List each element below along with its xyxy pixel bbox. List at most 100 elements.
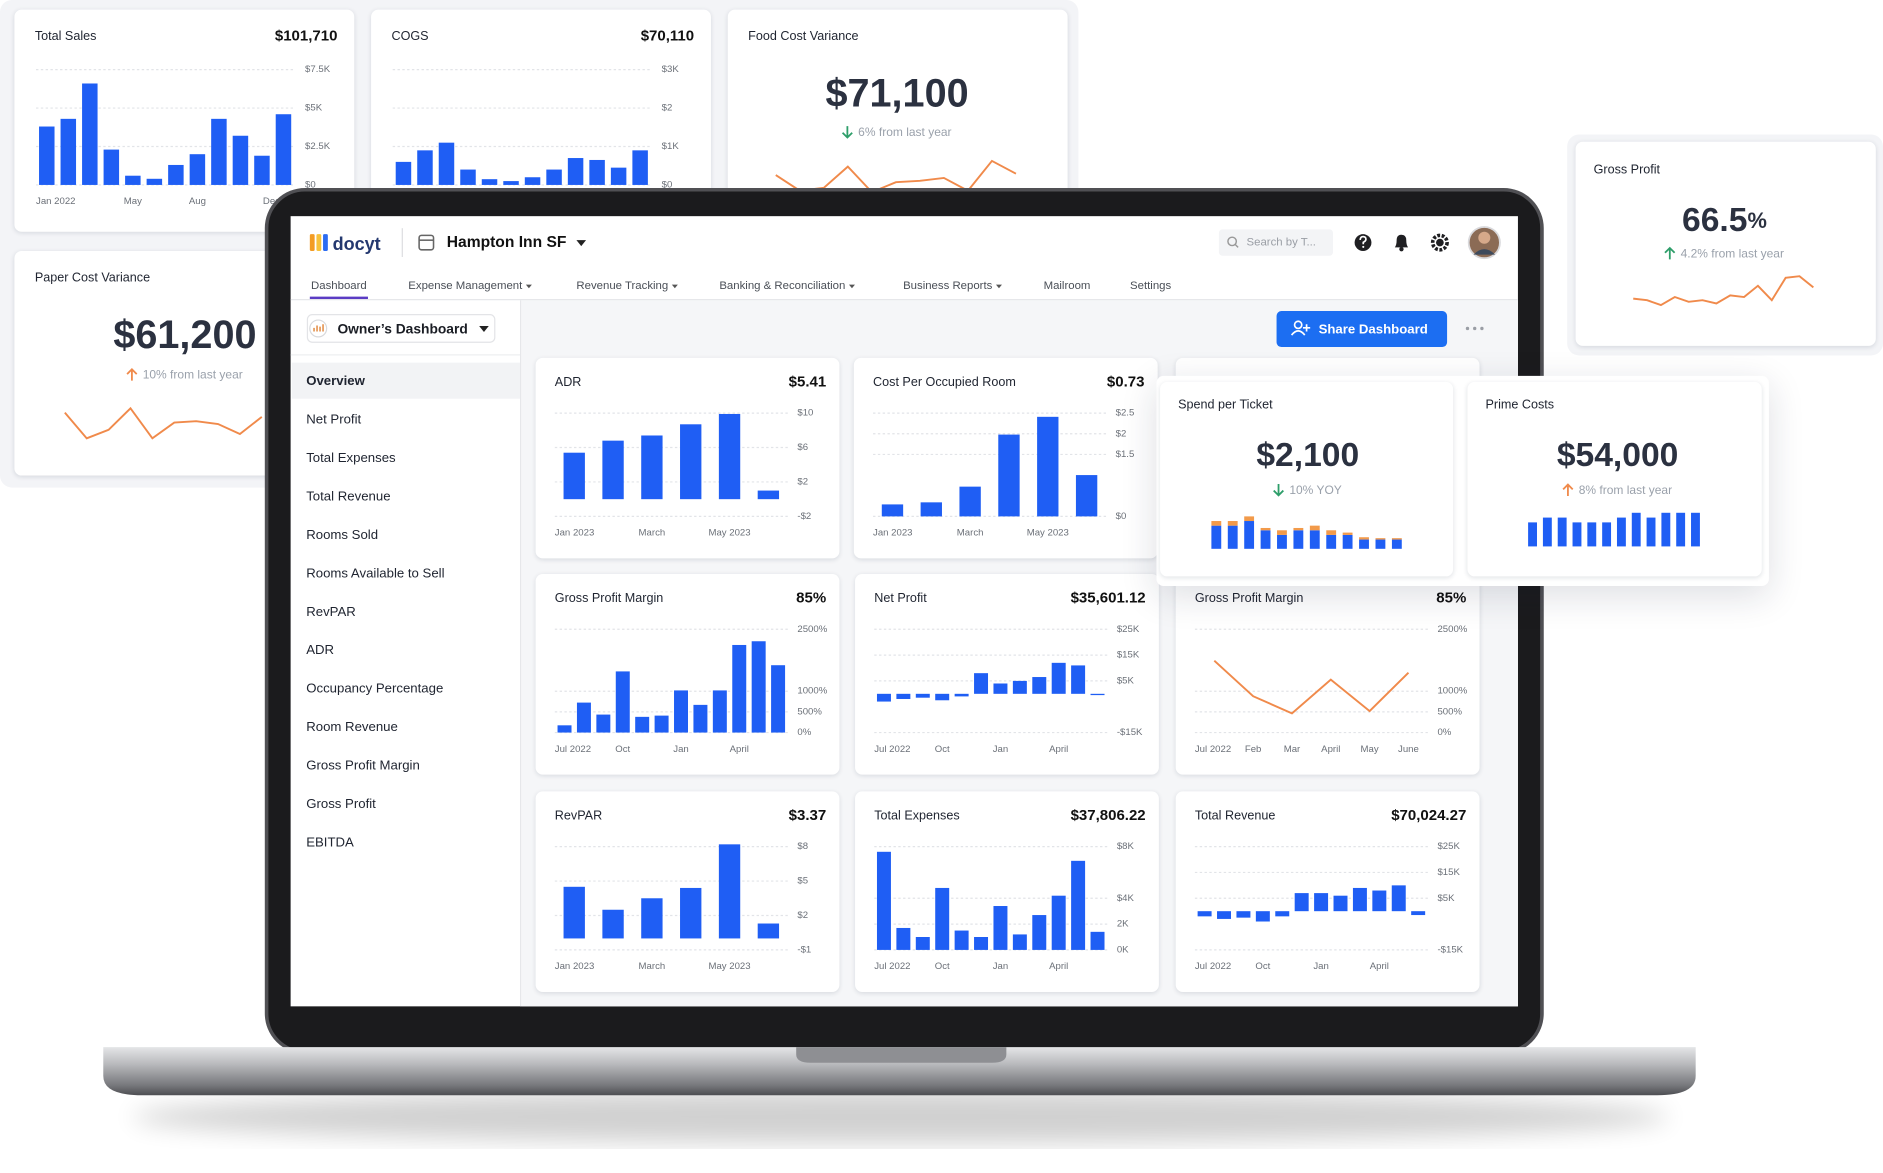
- sidebar-item[interactable]: Room Revenue: [306, 719, 398, 734]
- bar: [1294, 893, 1309, 912]
- x-tick-label: Oct: [1255, 961, 1270, 972]
- bar: [576, 702, 591, 733]
- bar: [674, 690, 688, 733]
- notifications-icon[interactable]: [1394, 234, 1409, 248]
- y-tick-label: $0: [1116, 511, 1127, 522]
- logo-icon: [316, 234, 322, 251]
- more-menu[interactable]: [1465, 326, 1470, 331]
- y-tick-label: $2: [797, 476, 808, 487]
- more-menu[interactable]: [1473, 326, 1477, 331]
- bar-segment: [1375, 539, 1386, 549]
- y-tick-label: $8: [797, 841, 808, 852]
- sidebar-item[interactable]: Rooms Available to Sell: [306, 565, 444, 580]
- bar-segment: [1293, 530, 1304, 549]
- card-title: Total Sales: [35, 29, 97, 43]
- bar: [567, 158, 584, 185]
- sidebar-item[interactable]: EBITDA: [306, 834, 354, 849]
- bar: [757, 490, 780, 500]
- card-value: $70,110: [641, 28, 694, 45]
- x-tick-label: Jul 2022: [1195, 961, 1231, 972]
- bar: [168, 164, 184, 185]
- more-menu[interactable]: [1480, 326, 1484, 331]
- bar: [395, 161, 412, 185]
- bar-segment: [1309, 525, 1320, 531]
- y-tick-label: -$15K: [1117, 727, 1143, 738]
- card-value: $37,806.22: [1071, 807, 1146, 824]
- search-box[interactable]: [1218, 229, 1333, 256]
- change-arrow: [841, 126, 853, 139]
- bar: [1275, 911, 1290, 917]
- bar: [993, 906, 1008, 950]
- bar: [557, 725, 572, 733]
- sidebar-item[interactable]: Overview: [306, 373, 365, 388]
- bar: [1197, 911, 1212, 917]
- y-tick-label: $15K: [1437, 867, 1460, 878]
- sidebar-item[interactable]: Occupancy Percentage: [306, 681, 443, 696]
- help-glyph: [1359, 235, 1367, 245]
- bar: [718, 844, 741, 939]
- kpi-value: $71,100: [825, 72, 968, 116]
- bar-segment: [1260, 527, 1271, 531]
- sidebar-item[interactable]: Gross Profit Margin: [306, 757, 420, 772]
- bar-segment: [1309, 530, 1320, 549]
- nav-tab[interactable]: Settings: [1130, 280, 1171, 292]
- share-button-label[interactable]: Share Dashboard: [1319, 322, 1428, 337]
- nav-tab[interactable]: Banking & Reconciliation: [719, 280, 845, 292]
- sidebar-item[interactable]: Total Revenue: [306, 488, 390, 503]
- nav-tab[interactable]: Mailroom: [1044, 280, 1091, 292]
- y-tick-label: 0%: [797, 727, 811, 738]
- card: Gross Profit Margin 85% 2500% 1000% 500% 0% Ju…: [1175, 574, 1480, 775]
- kpi-value-unit: %: [1747, 207, 1766, 232]
- bar: [1616, 517, 1626, 547]
- property-selector[interactable]: Hampton Inn SF: [447, 234, 567, 251]
- bar: [712, 690, 727, 733]
- card-canvas: Total Sales $101,710 $7.5K $5K $2.5K $0 Jan 20…: [35, 28, 338, 208]
- y-tick-label: $5K: [305, 103, 323, 114]
- bar: [1391, 885, 1406, 912]
- x-tick-label: May 2023: [708, 961, 750, 972]
- y-tick-label: 1000%: [797, 686, 827, 697]
- card-title: Spend per Ticket: [1178, 398, 1273, 412]
- card-title: RevPAR: [555, 808, 602, 822]
- bar: [1676, 512, 1686, 547]
- y-tick-label: $8K: [1117, 841, 1135, 852]
- bar: [1071, 665, 1086, 694]
- y-tick-label: -$1: [797, 944, 811, 955]
- caret: [479, 326, 489, 333]
- bar: [680, 887, 702, 939]
- nav-tab[interactable]: Expense Management: [408, 280, 523, 292]
- y-tick-label: 500%: [1437, 706, 1462, 717]
- bar: [1587, 522, 1597, 547]
- sidebar-item[interactable]: Rooms Sold: [306, 527, 378, 542]
- card-canvas: Paper Cost Variance $61,200 10% from last …: [35, 270, 263, 440]
- share-button[interactable]: [1276, 311, 1448, 348]
- card: ADR $5.41 $10 $6 $2 -$2 Jan 2023 March May 2023: [535, 357, 840, 559]
- sidebar-item[interactable]: RevPAR: [306, 604, 356, 619]
- bar-segment: [1359, 539, 1369, 549]
- bar: [563, 452, 585, 500]
- card-canvas: Gross Profit 66.5% 4.2% from last year: [1594, 162, 1814, 307]
- x-tick-label: May: [1361, 744, 1379, 755]
- nav-tab[interactable]: Dashboard: [311, 280, 367, 292]
- bar: [189, 154, 206, 185]
- bar: [732, 644, 747, 733]
- x-tick-label: May: [124, 196, 142, 207]
- bar: [920, 502, 942, 517]
- nav-tab[interactable]: Revenue Tracking: [576, 280, 668, 292]
- y-tick-label: $2: [1116, 428, 1127, 439]
- x-tick-label: April: [1049, 961, 1068, 972]
- dashboard-selector[interactable]: [306, 314, 496, 343]
- settings-icon[interactable]: [1430, 233, 1449, 252]
- sidebar-item[interactable]: Total Expenses: [306, 450, 396, 465]
- nav-tab[interactable]: Business Reports: [903, 280, 993, 292]
- bar: [654, 715, 669, 733]
- bar: [232, 135, 249, 185]
- card-canvas: Cost Per Occupied Room $0.73 $2.5 $2 $1.5 $0 J…: [873, 373, 1144, 539]
- change-arrow: [1273, 483, 1284, 497]
- y-tick-label: $15K: [1117, 650, 1140, 661]
- sidebar-item[interactable]: Gross Profit: [306, 796, 376, 811]
- active-item: [291, 362, 520, 399]
- x-tick-label: Jul 2022: [1195, 744, 1231, 755]
- sidebar-item[interactable]: ADR: [306, 642, 334, 657]
- sidebar-item[interactable]: Net Profit: [306, 412, 361, 427]
